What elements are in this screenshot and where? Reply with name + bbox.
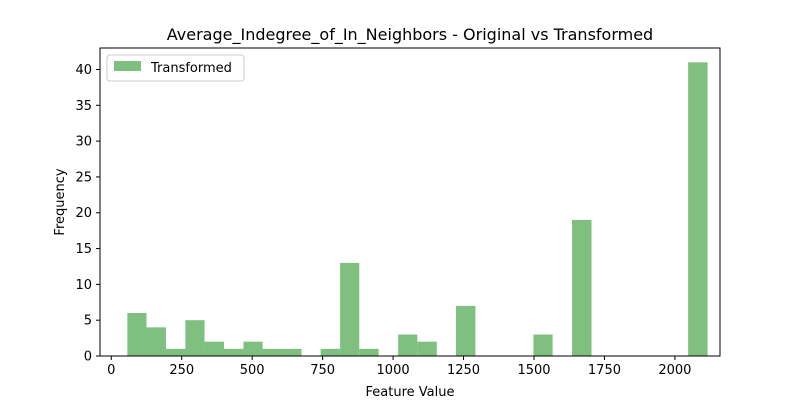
histogram-bar-17 <box>688 62 708 356</box>
histogram-bar-8 <box>282 348 302 356</box>
x-tick-label: 0 <box>107 363 115 378</box>
y-tick-label: 15 <box>75 242 92 257</box>
x-tick-label: 1000 <box>377 363 410 378</box>
x-tick-label: 1500 <box>517 363 550 378</box>
y-axis-label: Frequency <box>53 168 68 235</box>
y-tick-label: 5 <box>84 314 92 329</box>
y-axis: 0 5 10 15 20 25 30 35 40 <box>75 63 100 365</box>
y-tick-label: 40 <box>75 63 92 78</box>
legend-box <box>106 54 245 82</box>
y-tick-label: 35 <box>75 99 92 114</box>
chart-title: Average_Indegree_of_In_Neighbors - Origi… <box>167 25 653 45</box>
plot-frame <box>99 47 721 357</box>
histogram-bar-9 <box>320 348 341 356</box>
histogram-bar-16 <box>572 219 592 356</box>
y-tick-label: 20 <box>75 206 92 221</box>
x-axis-label: Feature Value <box>366 385 455 400</box>
histogram-bar-3 <box>185 320 205 356</box>
y-tick-label: 0 <box>84 350 92 365</box>
histogram-bar-15 <box>533 334 553 356</box>
legend: Transformed <box>106 54 245 82</box>
x-axis: 0 250 500 750 1000 1250 1500 1750 2000 <box>107 356 691 378</box>
y-tick-label: 10 <box>75 278 92 293</box>
x-tick-label: 2000 <box>658 363 691 378</box>
histogram-bar-12 <box>398 334 418 356</box>
histogram-bar-10 <box>340 262 360 356</box>
y-tick-label: 30 <box>75 135 92 150</box>
x-tick-label: 750 <box>310 363 335 378</box>
x-tick-label: 250 <box>169 363 194 378</box>
histogram-bar-5 <box>224 348 244 356</box>
y-tick-label: 25 <box>75 170 92 185</box>
x-tick-label: 1750 <box>588 363 621 378</box>
histogram-bar-13 <box>417 341 437 356</box>
histogram-bar-6 <box>243 341 263 356</box>
histogram-bar-1 <box>146 327 166 356</box>
histogram-bar-2 <box>165 348 186 356</box>
histogram-bar-11 <box>359 348 379 356</box>
legend-label-transformed: Transformed <box>150 61 232 76</box>
x-tick-label: 1250 <box>447 363 480 378</box>
histogram-bar-4 <box>204 341 224 356</box>
histogram-bar-7 <box>262 348 283 356</box>
histogram-bar-0 <box>127 313 147 356</box>
legend-swatch-transformed <box>114 61 141 71</box>
x-tick-label: 500 <box>240 363 265 378</box>
bars-group <box>127 62 708 356</box>
histogram-bar-14 <box>455 305 476 356</box>
